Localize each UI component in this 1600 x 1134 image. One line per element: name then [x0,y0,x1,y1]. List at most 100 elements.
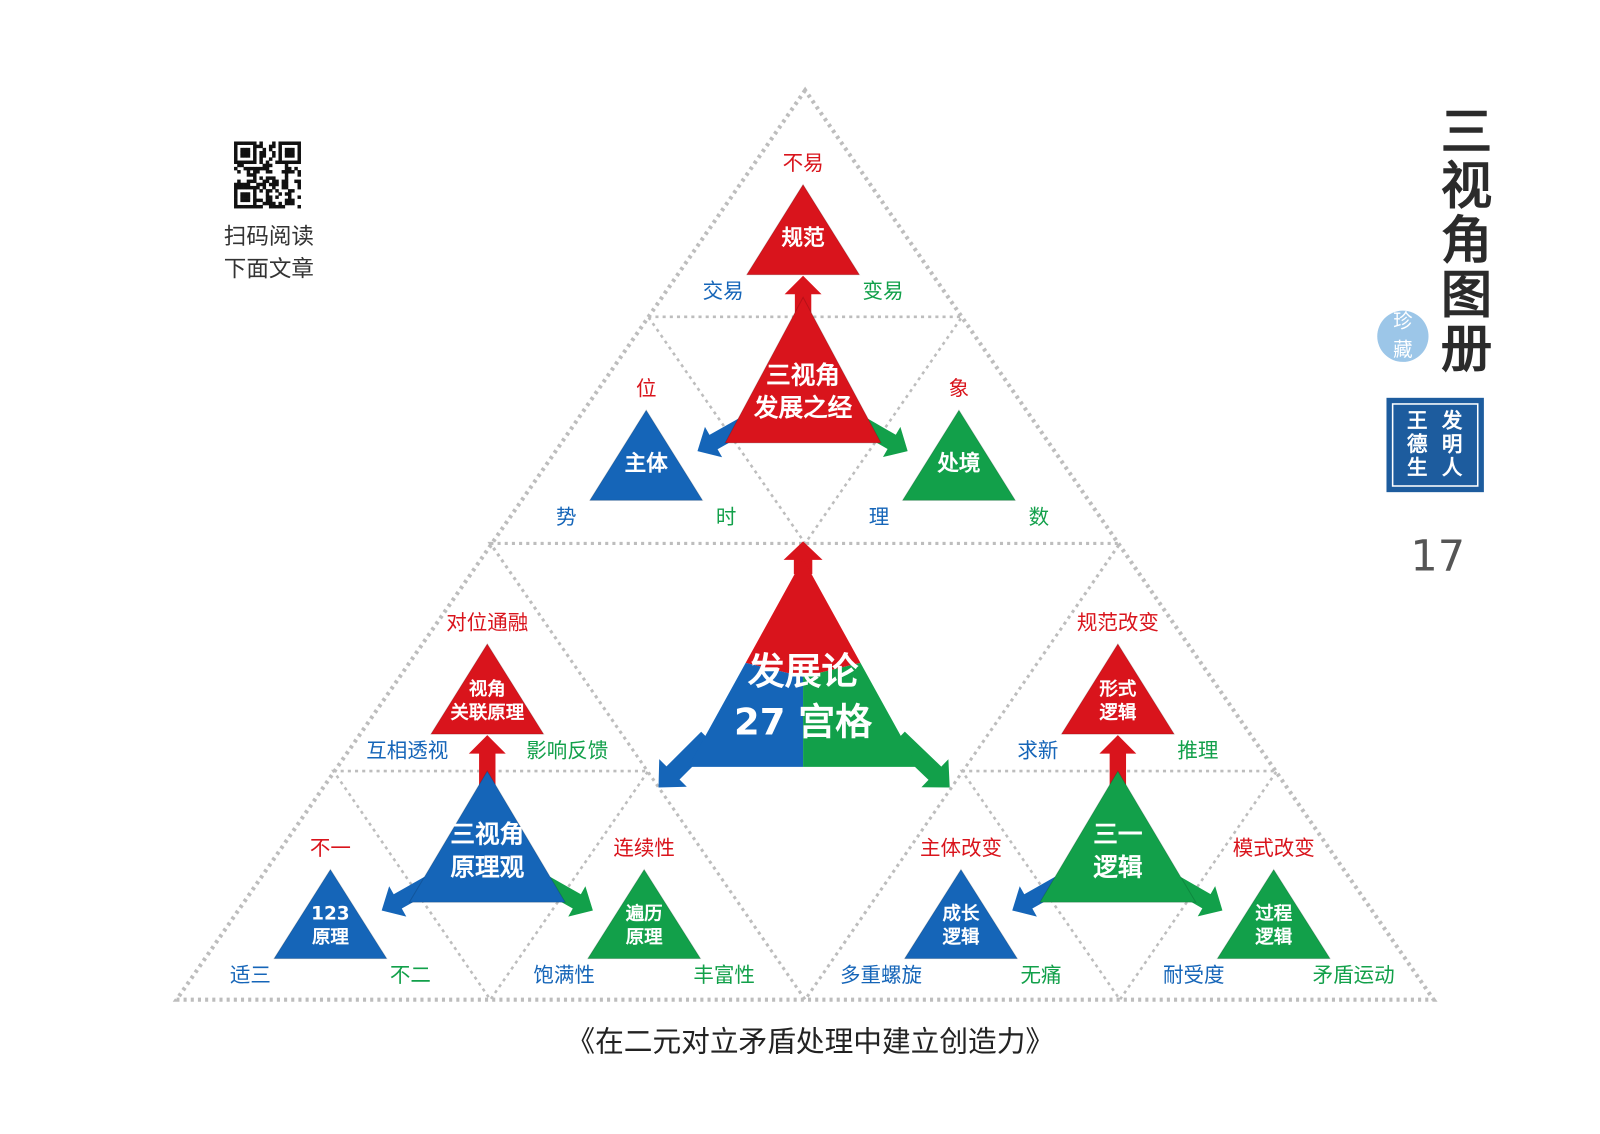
qr-cell [246,195,251,199]
node-label: 视角 [469,678,506,700]
node [429,642,545,735]
qr-cell [253,144,257,149]
qr-cell [297,147,301,152]
qr-cell [243,195,248,199]
node-left: 理 [869,505,890,529]
node-right: 矛盾运动 [1313,963,1395,987]
qr-cell [278,204,282,209]
qr-cell [291,147,295,152]
qr-cell [253,189,257,193]
qr-cell [281,160,286,165]
qr-cell [243,166,248,171]
node-left: 求新 [1017,739,1058,763]
qr-cell [297,154,301,158]
node [1060,642,1176,735]
qr-cell [253,192,257,196]
qr-code [234,141,301,209]
qr-cell [297,141,301,145]
qr-cell [243,182,248,187]
qr-cell [240,182,244,187]
qr-cell [297,151,301,155]
center-segment [688,662,804,767]
qr-caption: 下面文章 [224,257,314,283]
qr-cell [234,204,238,209]
qr-cell [297,170,301,174]
qr-cell [237,185,241,190]
node-label: 逻辑 [1255,926,1292,948]
arrow [783,541,823,575]
qr-cell [262,154,267,158]
node-left: 耐受度 [1163,963,1225,987]
qr-cell [234,144,238,149]
qr-cell [246,173,251,177]
node [586,868,702,960]
qr-cell [275,189,279,193]
qr-cell [243,154,248,158]
qr-cell [272,154,276,158]
qr-cell [253,157,257,161]
qr-cell [287,198,292,203]
arrow [892,731,950,788]
node-label: 形式 [1099,678,1136,700]
qr-cell [278,141,282,145]
qr-cell [256,198,260,203]
qr-cell [253,160,257,165]
qr-cell [237,141,241,145]
qr-cell [278,157,282,161]
qr-cell [234,160,238,165]
qr-cell [259,141,263,145]
qr-cell [240,160,244,165]
qr-cell [234,185,238,190]
qr-cell [262,179,267,184]
qr-cell [278,151,282,155]
qr-cell [240,185,244,190]
qr-cell [234,201,238,206]
qr-cell [262,201,267,206]
qr-cell [259,160,263,165]
qr-cell [259,189,263,193]
qr-cell [246,198,251,203]
qr-cell [281,179,286,184]
qr-cell [259,157,263,161]
qr-cell [265,176,270,180]
qr-cell [284,163,289,168]
qr-cell [256,182,260,187]
badge [1377,310,1429,362]
qr-cell [243,198,248,203]
qr-cell [272,176,276,180]
stamp [1386,397,1484,493]
qr-cell [249,185,254,190]
side-title: 视 [1441,157,1492,217]
qr-cell [297,157,301,161]
page-number: 17 [1410,531,1465,581]
qr-cell [240,154,244,158]
qr-cell [265,163,270,168]
qr-cell [268,163,273,168]
qr-cell [284,201,289,206]
arrow [1099,735,1137,787]
node-label: 过程 [1255,903,1292,925]
qr-cell [237,163,241,168]
qr-cell [284,182,289,187]
node-right: 无痛 [1020,963,1061,987]
qr-cell [253,201,257,206]
node-label: 原理 [312,927,349,948]
qr-cell [287,189,292,193]
node-label: 三视角 [766,360,840,389]
group-center [724,296,882,444]
qr-cell [278,160,282,165]
caption: 《在二元对立矛盾处理中建立创造力》 [566,1024,1054,1058]
qr-cell [240,198,244,203]
qr-cell [256,204,260,209]
qr-cell [240,204,244,209]
side-title: 图 [1441,265,1492,325]
qr-cell [278,154,282,158]
qr-cell [294,141,298,145]
qr-cell [249,204,254,209]
qr-cell [234,141,238,145]
qr-cell [249,160,254,165]
qr-cell [291,170,295,174]
node-top: 规范改变 [1077,610,1159,634]
stamp-text: 发 [1441,408,1463,432]
qr-cell [234,154,238,158]
